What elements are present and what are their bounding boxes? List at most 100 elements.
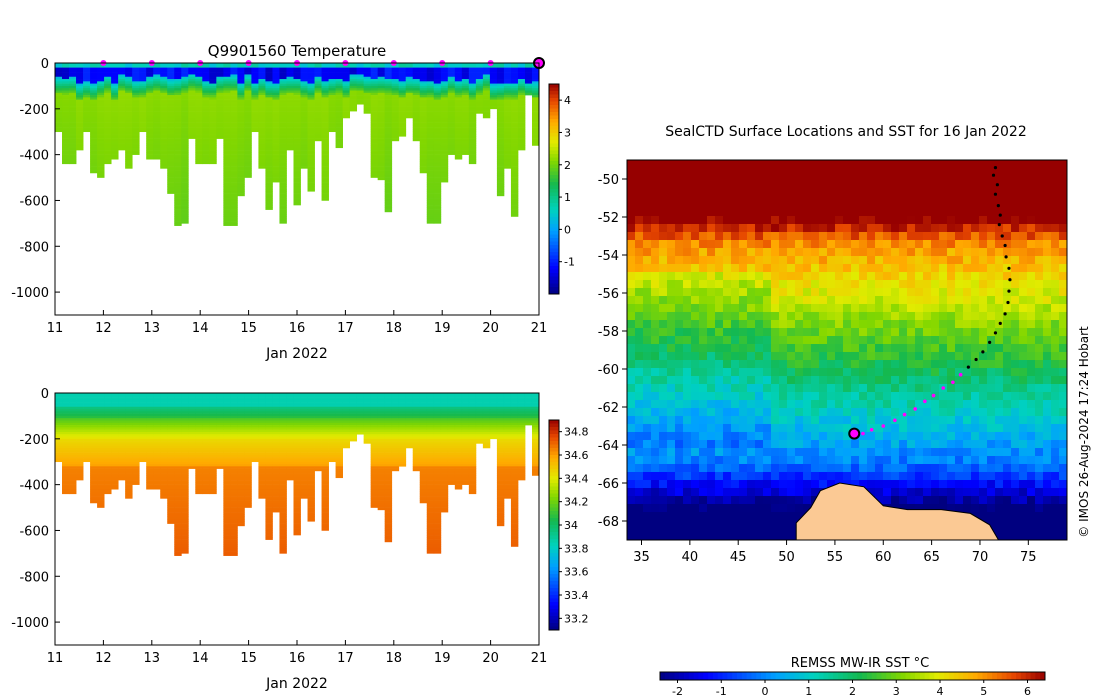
salinity-cell <box>279 466 287 469</box>
temperature-cell <box>174 170 182 174</box>
temperature-cell <box>188 79 196 82</box>
salinity-cell <box>272 406 280 410</box>
salinity-cell <box>195 480 203 483</box>
salinity-cell <box>167 464 175 467</box>
salinity-cell <box>279 512 287 515</box>
salinity-cell <box>279 397 287 401</box>
temperature-cell <box>279 214 287 217</box>
salinity-cell <box>181 523 189 527</box>
temperature-cell <box>139 106 147 110</box>
temperature-cell <box>111 97 119 100</box>
temperature-cell <box>181 177 189 181</box>
salinity-cell <box>279 395 287 398</box>
temperature-cell <box>97 111 105 114</box>
temperature-cell <box>104 159 112 162</box>
temperature-cell <box>146 131 154 135</box>
temperature-cell <box>510 202 519 206</box>
salinity-cell <box>307 399 315 403</box>
temperature-cell <box>398 122 407 126</box>
salinity-cell <box>69 438 77 442</box>
salinity-cell <box>279 468 287 472</box>
temperature-cell <box>335 99 343 103</box>
salinity-cell <box>167 425 175 428</box>
salinity-cell <box>125 489 133 492</box>
salinity-cell <box>132 470 140 474</box>
temperature-cell <box>209 159 217 162</box>
temperature-cell <box>244 83 252 87</box>
temperature-cell <box>363 92 372 96</box>
temperature-cell <box>398 65 407 68</box>
temperature-cell <box>447 145 456 149</box>
salinity-cell <box>293 523 301 527</box>
salinity-cell <box>69 431 77 435</box>
salinity-cell <box>223 525 231 529</box>
temperature-cell <box>174 63 182 66</box>
salinity-cell <box>153 445 161 449</box>
temperature-cell <box>398 88 407 91</box>
colorbar-swatch <box>549 143 559 148</box>
temperature-cell <box>251 111 259 114</box>
temperature-cell <box>97 163 105 167</box>
temperature-cell <box>426 65 435 68</box>
temperature-cell <box>167 83 175 87</box>
colorbar-swatch <box>549 199 559 204</box>
temperature-cell <box>202 131 210 135</box>
temperature-cell <box>272 124 280 128</box>
temperature-cell <box>111 152 119 155</box>
temperature-cell <box>461 95 470 98</box>
salinity-cell <box>272 425 280 428</box>
temperature-cell <box>90 63 98 66</box>
temperature-cell <box>517 127 526 130</box>
salinity-cell <box>223 551 231 554</box>
temperature-cell <box>321 81 329 84</box>
temperature-cell <box>433 143 442 146</box>
temperature-cell <box>181 99 189 103</box>
salinity-cell <box>307 411 315 414</box>
temperature-cell <box>475 95 484 98</box>
temperature-cell <box>426 216 435 220</box>
salinity-cell <box>76 397 84 401</box>
temperature-cell <box>440 99 449 103</box>
temperature-cell <box>286 63 294 66</box>
temperature-cell <box>279 115 287 119</box>
salinity-cell <box>174 468 182 472</box>
temperature-cell <box>181 65 189 68</box>
temperature-cell <box>174 83 182 87</box>
temperature-cell <box>531 90 539 94</box>
salinity-cell <box>181 411 189 414</box>
temperature-cell <box>510 65 519 68</box>
salinity-cell <box>55 436 63 440</box>
temperature-cell <box>356 95 365 98</box>
salinity-cell <box>209 470 217 474</box>
temperature-cell <box>104 152 112 155</box>
salinity-cell <box>209 420 217 424</box>
salinity-cell <box>279 445 287 449</box>
temperature-cell <box>265 156 273 160</box>
temperature-cell <box>531 99 539 103</box>
temperature-cell <box>146 120 154 123</box>
salinity-cell <box>125 484 133 488</box>
temperature-cell <box>237 90 245 94</box>
temperature-cell <box>482 108 491 112</box>
temperature-cell <box>76 72 84 75</box>
salinity-cell <box>125 413 133 417</box>
temperature-cell <box>454 131 463 135</box>
temperature-cell <box>384 120 393 123</box>
temperature-cell <box>181 186 189 190</box>
temperature-cell <box>258 134 266 137</box>
salinity-cell <box>244 447 252 451</box>
salinity-cell <box>174 551 182 554</box>
salinity-cell <box>146 450 154 453</box>
salinity-cell <box>97 395 105 398</box>
salinity-cell <box>286 402 294 405</box>
salinity-cell <box>209 482 217 485</box>
temperature-cell <box>426 218 435 222</box>
temperature-cell <box>419 104 428 107</box>
salinity-cell <box>321 427 329 430</box>
salinity-cell <box>223 502 231 506</box>
salinity-cell <box>125 447 133 451</box>
temperature-cell <box>412 122 421 126</box>
salinity-cell <box>293 464 301 467</box>
salinity-cell <box>111 459 119 463</box>
temperature-cell <box>76 127 84 130</box>
